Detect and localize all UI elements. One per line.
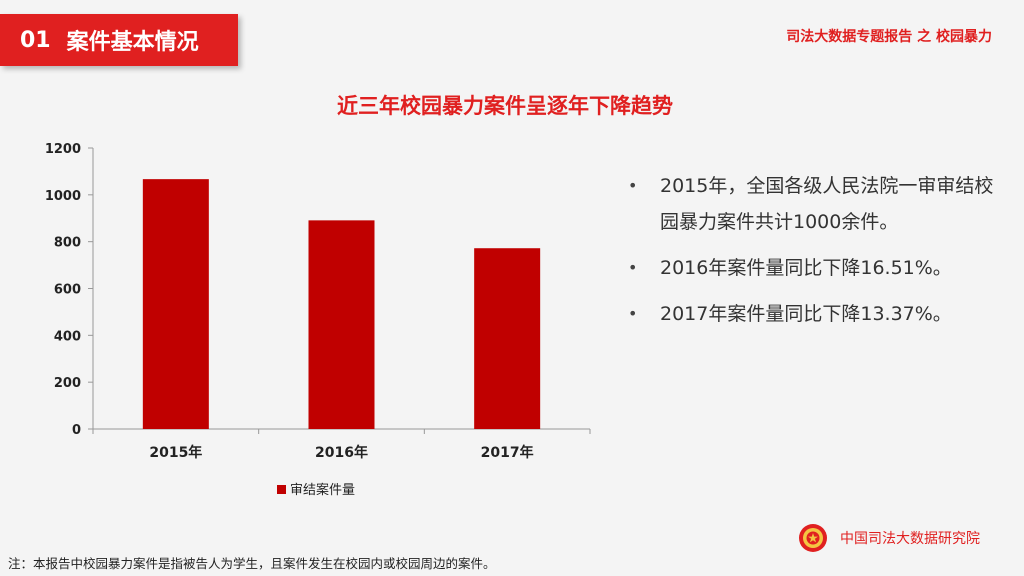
bar bbox=[142, 179, 209, 429]
legend-label: 审结案件量 bbox=[290, 483, 355, 498]
bullet-text: 2016年案件量同比下降16.51%。 bbox=[660, 257, 952, 279]
institute-name: 中国司法大数据研究院 bbox=[840, 531, 980, 547]
bullet-item: • 2016年案件量同比下降16.51%。 bbox=[628, 250, 998, 286]
y-tick-label: 1000 bbox=[45, 189, 81, 204]
bar bbox=[308, 220, 375, 429]
bullet-list: • 2015年，全国各级人民法院一审审结校园暴力案件共计1000余件。 • 2016… bbox=[628, 168, 998, 342]
bar-chart: 0 200 400 600 800 1000 1200 2015年 2016年 2017年审结案件… bbox=[45, 142, 591, 498]
chart-title: 近三年校园暴力案件呈逐年下降趋势 bbox=[337, 94, 673, 118]
section-badge: 01 案件基本情况 bbox=[0, 14, 238, 66]
bullet-item: • 2015年，全国各级人民法院一审审结校园暴力案件共计1000余件。 bbox=[628, 168, 998, 240]
bar bbox=[474, 248, 541, 429]
y-tick-label: 0 bbox=[72, 423, 81, 438]
x-tick-label: 2016年 bbox=[315, 444, 368, 461]
bullet-marker: • bbox=[628, 258, 638, 277]
footnote: 注：本报告中校园暴力案件是指被告人为学生，且案件发生在校园内或校园周边的案件。 bbox=[8, 556, 496, 571]
bullet-item: • 2017年案件量同比下降13.37%。 bbox=[628, 296, 998, 332]
y-tick-label: 200 bbox=[54, 376, 81, 391]
bullet-text: 2017年案件量同比下降13.37%。 bbox=[660, 303, 952, 325]
x-tick-label: 2017年 bbox=[481, 444, 534, 461]
bullet-text: 2015年，全国各级人民法院一审审结校园暴力案件共计1000余件。 bbox=[660, 175, 994, 233]
y-tick-label: 1200 bbox=[45, 142, 81, 157]
x-tick-label: 2015年 bbox=[149, 444, 202, 461]
y-tick-label: 800 bbox=[54, 236, 81, 251]
court-emblem-icon bbox=[799, 524, 827, 552]
bullet-marker: • bbox=[628, 304, 638, 323]
y-tick-label: 400 bbox=[54, 329, 81, 344]
y-tick-label: 600 bbox=[54, 283, 81, 298]
bullet-marker: • bbox=[628, 176, 638, 195]
legend-swatch bbox=[277, 485, 286, 494]
section-title: 案件基本情况 bbox=[66, 30, 199, 55]
report-title: 司法大数据专题报告 之 校园暴力 bbox=[786, 29, 992, 45]
section-number: 01 bbox=[20, 27, 51, 53]
institute-brand: 中国司法大数据研究院 bbox=[798, 522, 980, 554]
